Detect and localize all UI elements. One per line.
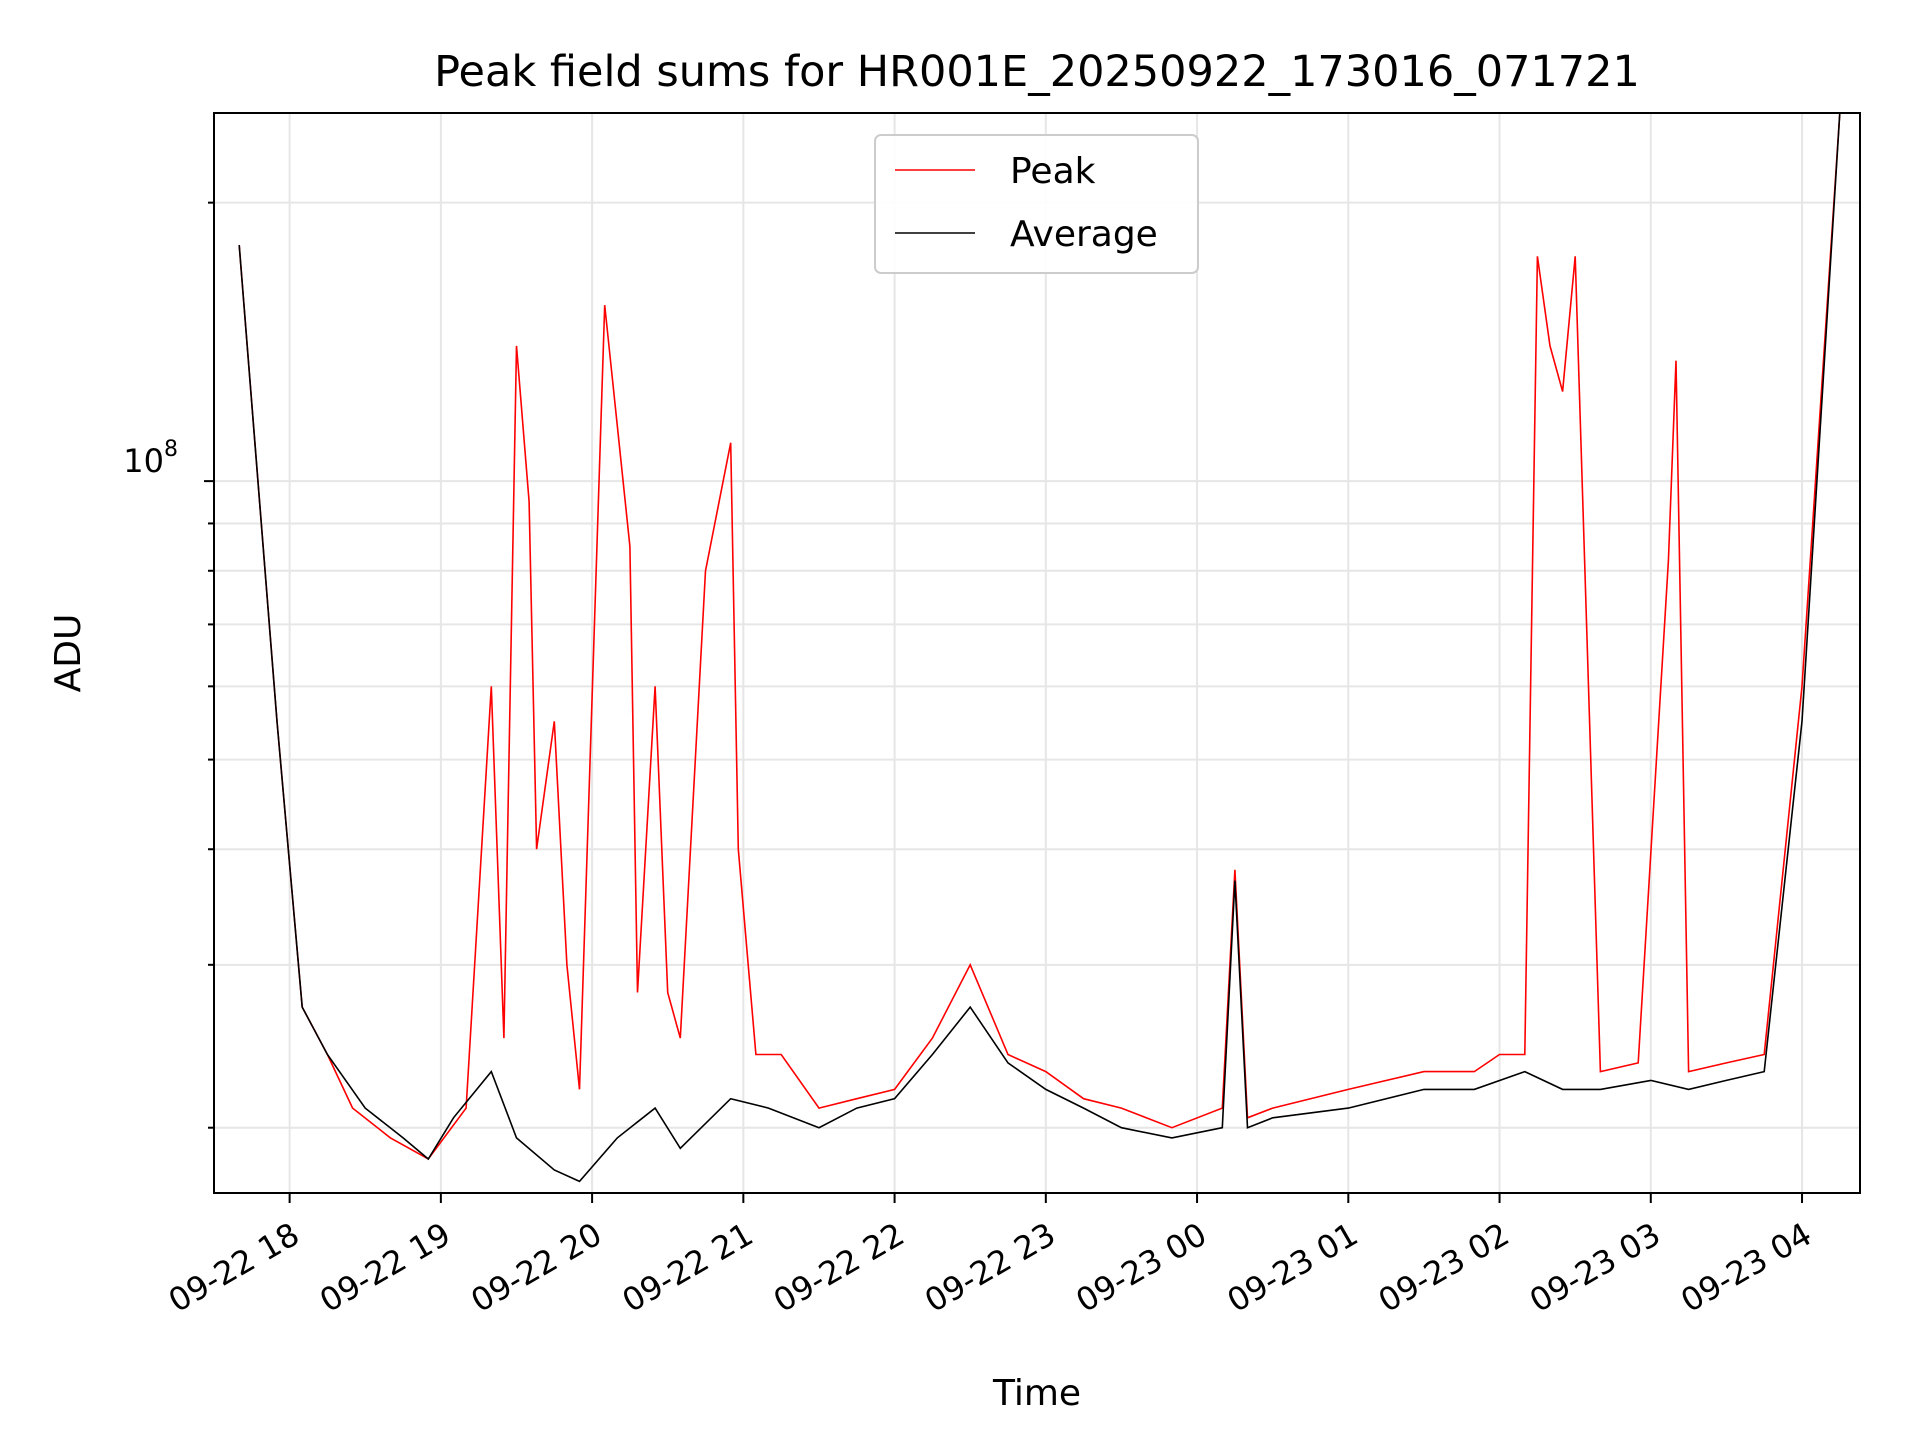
legend-label-peak: Peak xyxy=(1010,151,1096,192)
legend-label-average: Average xyxy=(1010,214,1158,255)
y-tick-label-1e8: 108 xyxy=(123,437,178,480)
x-axis-label: Time xyxy=(992,1373,1081,1414)
plot-lines xyxy=(238,113,1841,1183)
series-line-peak xyxy=(238,113,1841,1161)
y-tick-exponent: 8 xyxy=(164,437,178,462)
axes-frame xyxy=(213,112,1861,1194)
y-axis-ticks xyxy=(204,201,214,1129)
y-tick-base: 10 xyxy=(123,442,164,480)
series-line-average xyxy=(238,113,1841,1183)
legend: Peak Average xyxy=(874,134,1199,274)
y-axis-label: ADU xyxy=(48,614,89,693)
grid xyxy=(214,113,1860,1193)
chart-title: Peak field sums for HR001E_20250922_1730… xyxy=(434,47,1640,97)
